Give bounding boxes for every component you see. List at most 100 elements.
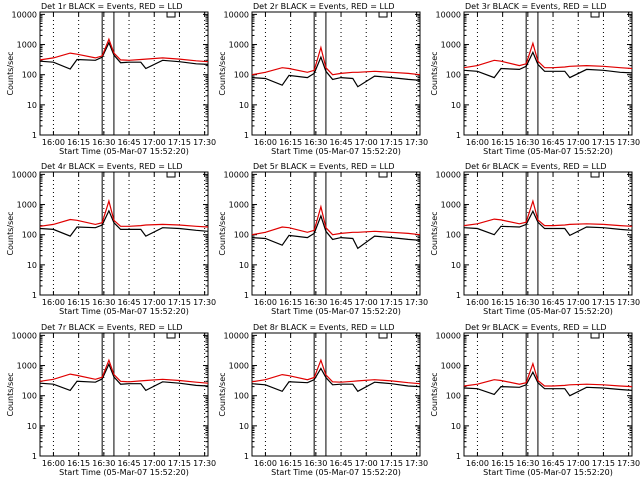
x-tick-label: 16:15 [67,138,90,147]
attenuator-marker [378,171,388,178]
series-events [251,214,421,250]
y-axis-label: Counts/sec [430,51,439,95]
x-tick-label: 17:15 [380,298,403,307]
series-events [251,367,421,393]
chart-title: Det 5r BLACK = Events, RED = LLD [253,162,395,171]
x-axis-label: Start Time (05-Mar-07 15:52:20) [59,468,189,477]
x-tick-label: 17:15 [168,298,191,307]
x-axis-label: Start Time (05-Mar-07 15:52:20) [59,307,189,316]
x-tick-label: 17:15 [168,138,191,147]
x-tick-label: 16:30 [92,459,115,468]
series-events [39,41,209,70]
attenuator-marker [590,171,600,178]
x-tick-label: 17:30 [617,459,640,468]
y-tick-label: 10 [451,261,461,270]
y-tick-label: 1000 [441,362,461,371]
x-axis-label: Start Time (05-Mar-07 15:52:20) [59,147,189,156]
y-tick-label: 10 [239,422,249,431]
y-tick-label: 10000 [436,10,461,19]
y-tick-label: 1000 [441,201,461,210]
y-tick-label: 1000 [441,41,461,50]
y-tick-label: 1 [456,452,461,461]
series-lld [251,204,421,236]
x-tick-label: 17:30 [617,138,640,147]
x-tick-label: 17:15 [168,459,191,468]
y-axis-label: Counts/sec [6,51,15,95]
plot-frame [39,11,209,136]
x-tick-label: 17:15 [592,138,615,147]
x-tick-label: 16:00 [42,298,65,307]
x-tick-label: 16:15 [67,298,90,307]
series-lld [251,45,421,76]
x-tick-label: 17:00 [567,459,590,468]
x-tick-label: 16:30 [92,298,115,307]
y-tick-label: 10000 [12,331,37,340]
y-tick-label: 10 [27,261,37,270]
plot-frame [463,171,633,296]
y-tick-label: 10000 [224,10,249,19]
x-axis-label: Start Time (05-Mar-07 15:52:20) [271,468,401,477]
attenuator-marker [166,332,176,339]
chart-title: Det 1r BLACK = Events, RED = LLD [41,2,183,11]
series-lld [39,198,209,228]
y-tick-label: 100 [234,71,249,80]
x-axis-label: Start Time (05-Mar-07 15:52:20) [483,307,613,316]
plot-frame [39,171,209,296]
y-tick-label: 100 [446,71,461,80]
plot-frame [463,11,633,136]
x-tick-label: 16:00 [254,459,277,468]
x-axis-label: Start Time (05-Mar-07 15:52:20) [271,307,401,316]
x-tick-label: 16:30 [304,138,327,147]
x-tick-label: 17:00 [355,298,378,307]
y-axis-label: Counts/sec [6,372,15,416]
y-tick-label: 1 [244,452,249,461]
x-tick-label: 17:00 [143,459,166,468]
chart-title: Det 3r BLACK = Events, RED = LLD [465,2,607,11]
x-tick-label: 16:30 [92,138,115,147]
x-tick-label: 17:00 [355,138,378,147]
y-tick-label: 1000 [229,41,249,50]
x-tick-label: 16:15 [67,459,90,468]
x-tick-label: 16:30 [516,138,539,147]
y-tick-label: 100 [22,71,37,80]
y-axis-label: Counts/sec [430,211,439,255]
x-tick-label: 16:30 [516,298,539,307]
plot-frame [251,11,421,136]
attenuator-marker [166,11,176,18]
x-tick-label: 17:15 [380,138,403,147]
y-tick-label: 10 [27,101,37,110]
x-tick-label: 16:00 [466,459,489,468]
y-tick-label: 1000 [229,201,249,210]
y-tick-label: 1000 [17,362,37,371]
attenuator-marker [590,332,600,339]
y-tick-label: 100 [22,231,37,240]
series-events [463,370,633,397]
x-tick-label: 16:15 [491,138,514,147]
x-tick-label: 16:00 [466,298,489,307]
x-tick-label: 17:15 [592,459,615,468]
x-tick-label: 16:30 [304,459,327,468]
x-tick-label: 17:00 [567,298,590,307]
x-tick-label: 17:00 [355,459,378,468]
y-tick-label: 100 [234,231,249,240]
panel-5: Det 5r BLACK = Events, RED = LLD 16:00 16:… [218,162,428,316]
plot-frame [251,171,421,296]
x-tick-label: 16:00 [254,138,277,147]
series-lld [39,37,209,63]
x-tick-label: 16:45 [542,138,565,147]
y-tick-label: 1 [244,131,249,140]
x-tick-label: 16:45 [118,138,141,147]
x-tick-label: 16:15 [279,298,302,307]
attenuator-marker [166,171,176,178]
x-tick-label: 16:00 [254,298,277,307]
y-tick-label: 10000 [224,331,249,340]
x-tick-label: 16:15 [279,138,302,147]
series-lld [463,198,633,227]
chart-title: Det 2r BLACK = Events, RED = LLD [253,2,395,11]
x-tick-label: 17:30 [193,298,216,307]
